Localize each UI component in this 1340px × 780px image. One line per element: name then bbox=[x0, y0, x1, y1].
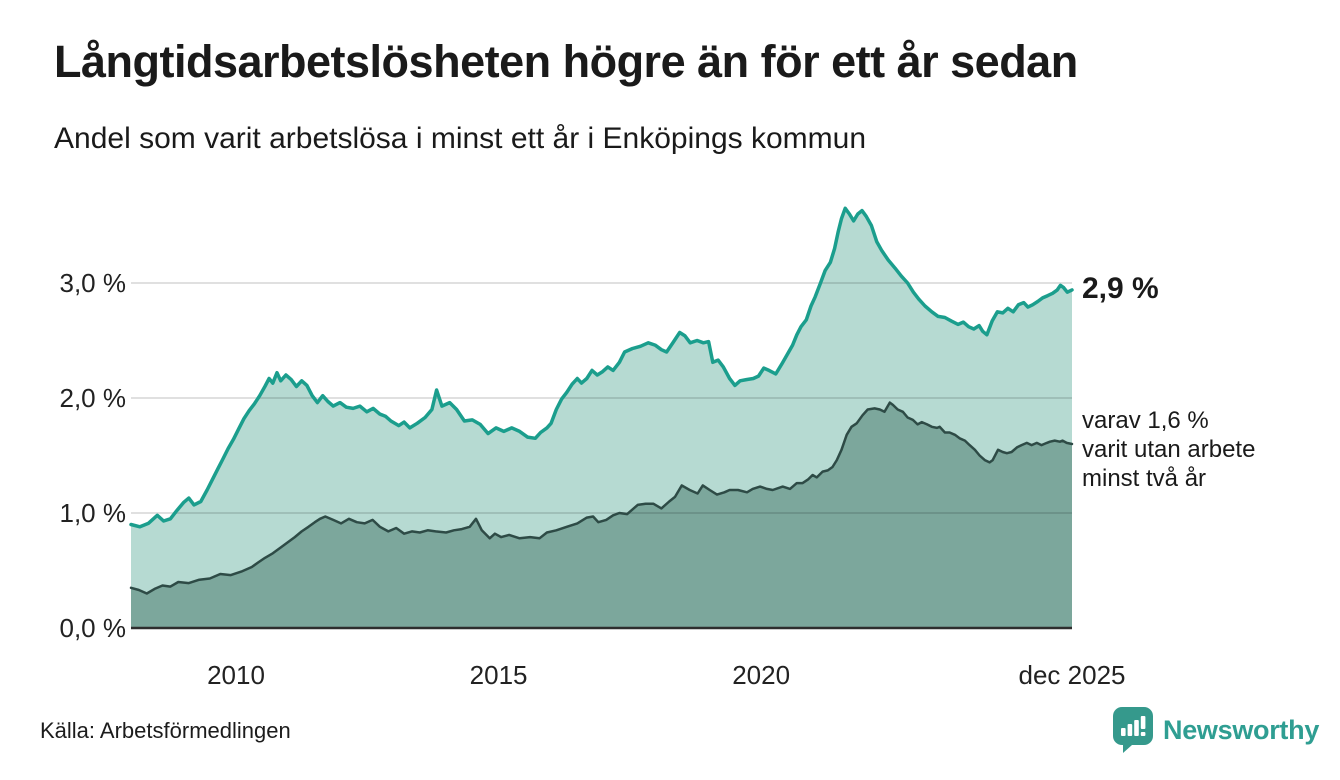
x-tick-label: 2015 bbox=[469, 660, 528, 690]
bar-chart-speech-bubble-icon bbox=[1112, 706, 1154, 754]
page-subtitle: Andel som varit arbetslösa i minst ett å… bbox=[54, 122, 867, 155]
x-tick-label: 2020 bbox=[732, 660, 791, 690]
series-line bbox=[129, 401, 1074, 595]
latest-value-label: 2,9 % bbox=[1082, 272, 1159, 305]
series-line bbox=[129, 206, 1074, 529]
secondary-value-line: varit utan arbete bbox=[1082, 436, 1256, 463]
y-tick-label: 1,0 % bbox=[59, 498, 127, 528]
y-tick-label: 3,0 % bbox=[59, 268, 127, 298]
newsworthy-wordmark: Newsworthy bbox=[1163, 714, 1320, 745]
newsworthy-logo: Newsworthy bbox=[1112, 706, 1319, 754]
secondary-value-line: varav 1,6 % bbox=[1082, 407, 1209, 434]
y-tick-label: 0,0 % bbox=[59, 613, 127, 643]
x-tick-label: dec 2025 bbox=[1018, 660, 1126, 690]
secondary-value-label: varav 1,6 % varit utan arbete minst två … bbox=[1082, 406, 1255, 493]
secondary-value-line: minst två år bbox=[1082, 465, 1207, 492]
x-tick-label: 2010 bbox=[207, 660, 265, 690]
y-tick-label: 2,0 % bbox=[59, 383, 127, 413]
source-note: Källa: Arbetsförmedlingen bbox=[40, 718, 291, 743]
area-fill bbox=[131, 402, 1072, 628]
page-title: Långtidsarbetslösheten högre än för ett … bbox=[54, 36, 1078, 87]
